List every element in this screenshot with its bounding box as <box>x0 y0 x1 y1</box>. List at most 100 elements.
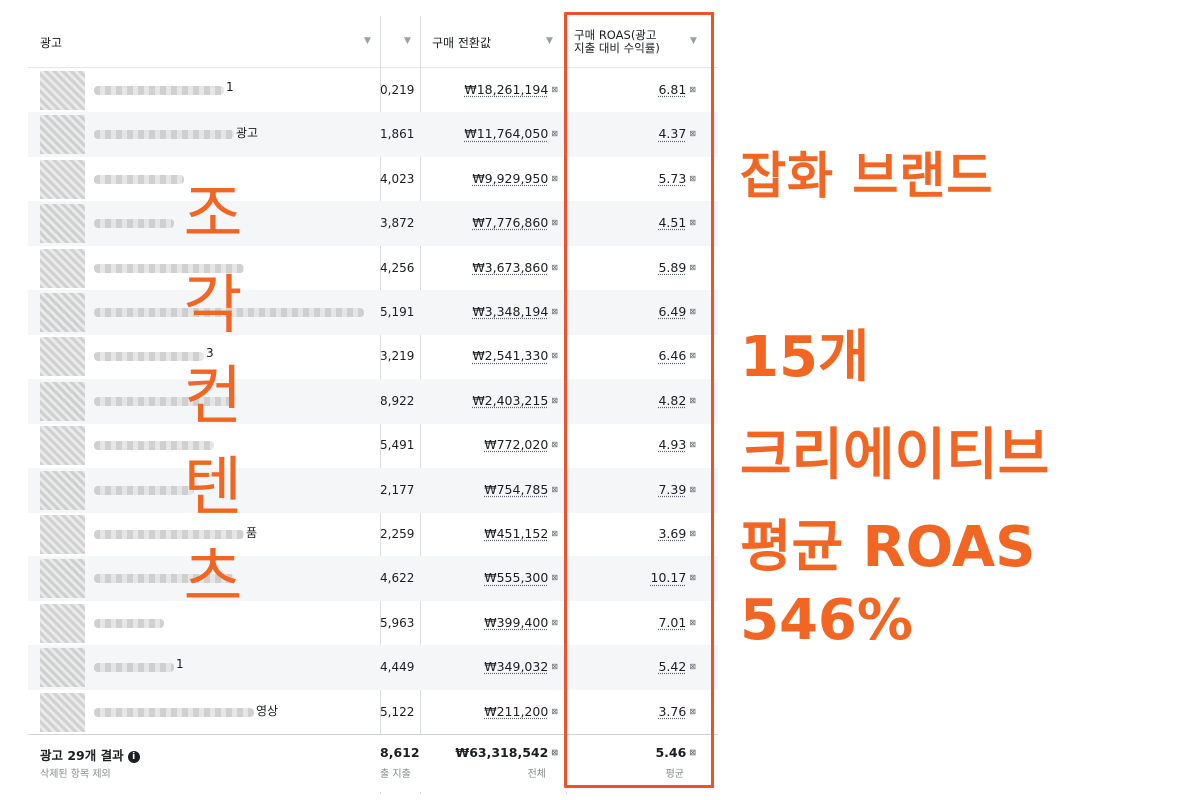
ad-thumbnail[interactable] <box>40 559 85 599</box>
ad-name-redacted[interactable] <box>94 219 174 229</box>
table-row[interactable]: 5,963 ₩399,400 ⊠ 7.01 ⊠ <box>28 601 718 646</box>
table-row[interactable]: 3 3,219 ₩2,541,330 ⊠ 6.46 ⊠ <box>28 334 718 379</box>
conversion-value-cell[interactable]: ₩2,403,215 ⊠ <box>420 393 558 408</box>
column-header-conversion-value[interactable]: 구매 전환값 <box>420 16 560 68</box>
ad-name-redacted[interactable] <box>94 263 244 273</box>
ad-thumbnail[interactable] <box>40 648 85 688</box>
roas-cell[interactable]: 4.82 ⊠ <box>568 393 696 408</box>
ad-name-redacted[interactable] <box>94 352 204 362</box>
chevron-down-icon[interactable]: ▼ <box>364 36 371 46</box>
ad-thumbnail[interactable] <box>40 603 85 643</box>
info-mini-icon: ⊠ <box>689 85 696 94</box>
conversion-value-cell[interactable]: ₩754,785 ⊠ <box>420 482 558 497</box>
results-count-label: 광고 29개 결과 <box>40 748 124 763</box>
roas-cell[interactable]: 7.39 ⊠ <box>568 482 696 497</box>
roas-cell[interactable]: 5.73 ⊠ <box>568 171 696 186</box>
table-row[interactable]: 3,872 ₩7,776,860 ⊠ 4.51 ⊠ <box>28 201 718 247</box>
conversion-value-cell[interactable]: ₩399,400 ⊠ <box>420 615 558 630</box>
column-header-ad[interactable]: 광고 <box>40 16 62 68</box>
table-row[interactable]: 4,622 ₩555,300 ⊠ 10.17 ⊠ <box>28 556 718 602</box>
conversion-value-cell[interactable]: ₩11,764,050 ⊠ <box>420 126 558 141</box>
info-mini-icon: ⊠ <box>689 440 696 450</box>
ad-thumbnail[interactable] <box>40 248 85 288</box>
table-row[interactable]: 2,177 ₩754,785 ⊠ 7.39 ⊠ <box>28 467 718 513</box>
ad-thumbnail[interactable] <box>40 115 85 155</box>
ad-name-redacted[interactable] <box>94 663 174 673</box>
ad-thumbnail[interactable] <box>40 337 85 377</box>
table-row[interactable]: 5,491 ₩772,020 ⊠ 4.93 ⊠ <box>28 423 718 468</box>
info-mini-icon: ⊠ <box>689 748 696 757</box>
conversion-value-cell[interactable]: ₩451,152 ⊠ <box>420 526 558 541</box>
conversion-value-cell[interactable]: ₩772,020 ⊠ <box>420 437 558 452</box>
roas-cell[interactable]: 7.01 ⊠ <box>568 615 696 630</box>
table-row[interactable]: 8,922 ₩2,403,215 ⊠ 4.82 ⊠ <box>28 378 718 424</box>
ad-thumbnail[interactable] <box>40 515 85 554</box>
table-row[interactable]: 광고 1,861 ₩11,764,050 ⊠ 4.37 ⊠ <box>28 112 718 158</box>
conversion-value-cell[interactable]: ₩3,348,194 ⊠ <box>420 304 558 319</box>
roas-cell[interactable]: 3.69 ⊠ <box>568 526 696 541</box>
roas-cell[interactable]: 5.42 ⊠ <box>568 659 696 674</box>
roas-cell[interactable]: 6.46 ⊠ <box>568 348 696 363</box>
ad-name-redacted[interactable] <box>94 707 254 717</box>
ad-thumbnail[interactable] <box>40 692 85 732</box>
info-mini-icon: ⊠ <box>551 573 558 583</box>
table-row[interactable]: 4,256 ₩3,673,860 ⊠ 5.89 ⊠ <box>28 246 718 291</box>
conversion-value-cell[interactable]: ₩349,032 ⊠ <box>420 659 558 674</box>
table-row[interactable]: 영상 5,122 ₩211,200 ⊠ 3.76 ⊠ <box>28 690 718 735</box>
info-icon[interactable]: i <box>127 751 140 763</box>
table-row[interactable]: 1 4,449 ₩349,032 ⊠ 5.42 ⊠ <box>28 645 718 691</box>
roas-cell[interactable]: 4.93 ⊠ <box>568 437 696 452</box>
chevron-down-icon[interactable]: ▼ <box>690 36 697 46</box>
truncated-metric: 5,491 <box>380 438 415 453</box>
ad-name-redacted[interactable] <box>94 308 364 317</box>
ad-name-redacted[interactable] <box>94 618 164 628</box>
table-row[interactable]: 4,023 ₩9,929,950 ⊠ 5.73 ⊠ <box>28 157 718 202</box>
table-row[interactable]: 5,191 ₩3,348,194 ⊠ 6.49 ⊠ <box>28 290 718 335</box>
ad-name-redacted[interactable] <box>94 485 194 495</box>
roas-cell[interactable]: 5.89 ⊠ <box>568 260 696 275</box>
roas-cell[interactable]: 6.81 ⊠ <box>568 82 696 97</box>
info-mini-icon: ⊠ <box>689 573 696 583</box>
roas-cell[interactable]: 6.49 ⊠ <box>568 304 696 319</box>
vertical-overlay-char: 츠 <box>183 542 243 616</box>
ad-name-redacted[interactable] <box>94 130 234 140</box>
ad-thumbnail[interactable] <box>40 204 85 244</box>
ad-thumbnail[interactable] <box>40 426 85 466</box>
ad-name-redacted[interactable] <box>94 396 234 406</box>
roas-cell[interactable]: 4.51 ⊠ <box>568 215 696 230</box>
ad-thumbnail[interactable] <box>40 381 85 421</box>
ad-name-redacted[interactable] <box>94 86 224 95</box>
conversion-value-cell[interactable]: ₩9,929,950 ⊠ <box>420 171 558 186</box>
table-row[interactable]: 품 2,259 ₩451,152 ⊠ 3.69 ⊠ <box>28 512 718 557</box>
ad-name-redacted[interactable] <box>94 174 184 184</box>
ad-name-redacted[interactable] <box>94 441 214 451</box>
roas-cell[interactable]: 4.37 ⊠ <box>568 126 696 141</box>
conversion-value-cell[interactable]: ₩211,200 ⊠ <box>420 704 558 719</box>
truncated-metric: 1,861 <box>380 127 415 142</box>
ad-name-suffix: 광고 <box>236 126 259 141</box>
truncated-metric: 3,219 <box>380 349 415 364</box>
ad-thumbnail[interactable] <box>40 470 85 510</box>
truncated-metric: 2,177 <box>380 482 415 497</box>
chevron-down-icon[interactable]: ▼ <box>404 36 411 46</box>
column-header-roas[interactable]: 구매 ROAS(광고 지출 대비 수익률) <box>568 16 708 68</box>
ad-thumbnail[interactable] <box>40 71 85 110</box>
chevron-down-icon[interactable]: ▼ <box>546 36 553 46</box>
roas-cell[interactable]: 3.76 ⊠ <box>568 704 696 719</box>
table-row[interactable]: 1 0,219 ₩18,261,194 ⊠ 6.81 ⊠ <box>28 68 718 113</box>
ad-name-redacted[interactable] <box>94 530 244 539</box>
conversion-value-cell[interactable]: ₩7,776,860 ⊠ <box>420 215 558 230</box>
ad-thumbnail[interactable] <box>40 293 85 332</box>
ad-name-redacted[interactable] <box>94 574 234 584</box>
ad-thumbnail[interactable] <box>40 159 85 199</box>
conversion-value-cell[interactable]: ₩2,541,330 ⊠ <box>420 348 558 363</box>
truncated-metric: 4,449 <box>380 660 415 675</box>
conversion-value-cell[interactable]: ₩18,261,194 ⊠ <box>420 82 558 97</box>
conversion-value-cell[interactable]: ₩3,673,860 ⊠ <box>420 260 558 275</box>
conversion-value-cell[interactable]: ₩555,300 ⊠ <box>420 570 558 585</box>
footer-avg-caption: 평균 <box>665 769 684 780</box>
roas-value-text: 5.89 <box>658 259 687 275</box>
roas-column-highlight <box>564 12 714 788</box>
roas-cell[interactable]: 10.17 ⊠ <box>568 570 697 585</box>
